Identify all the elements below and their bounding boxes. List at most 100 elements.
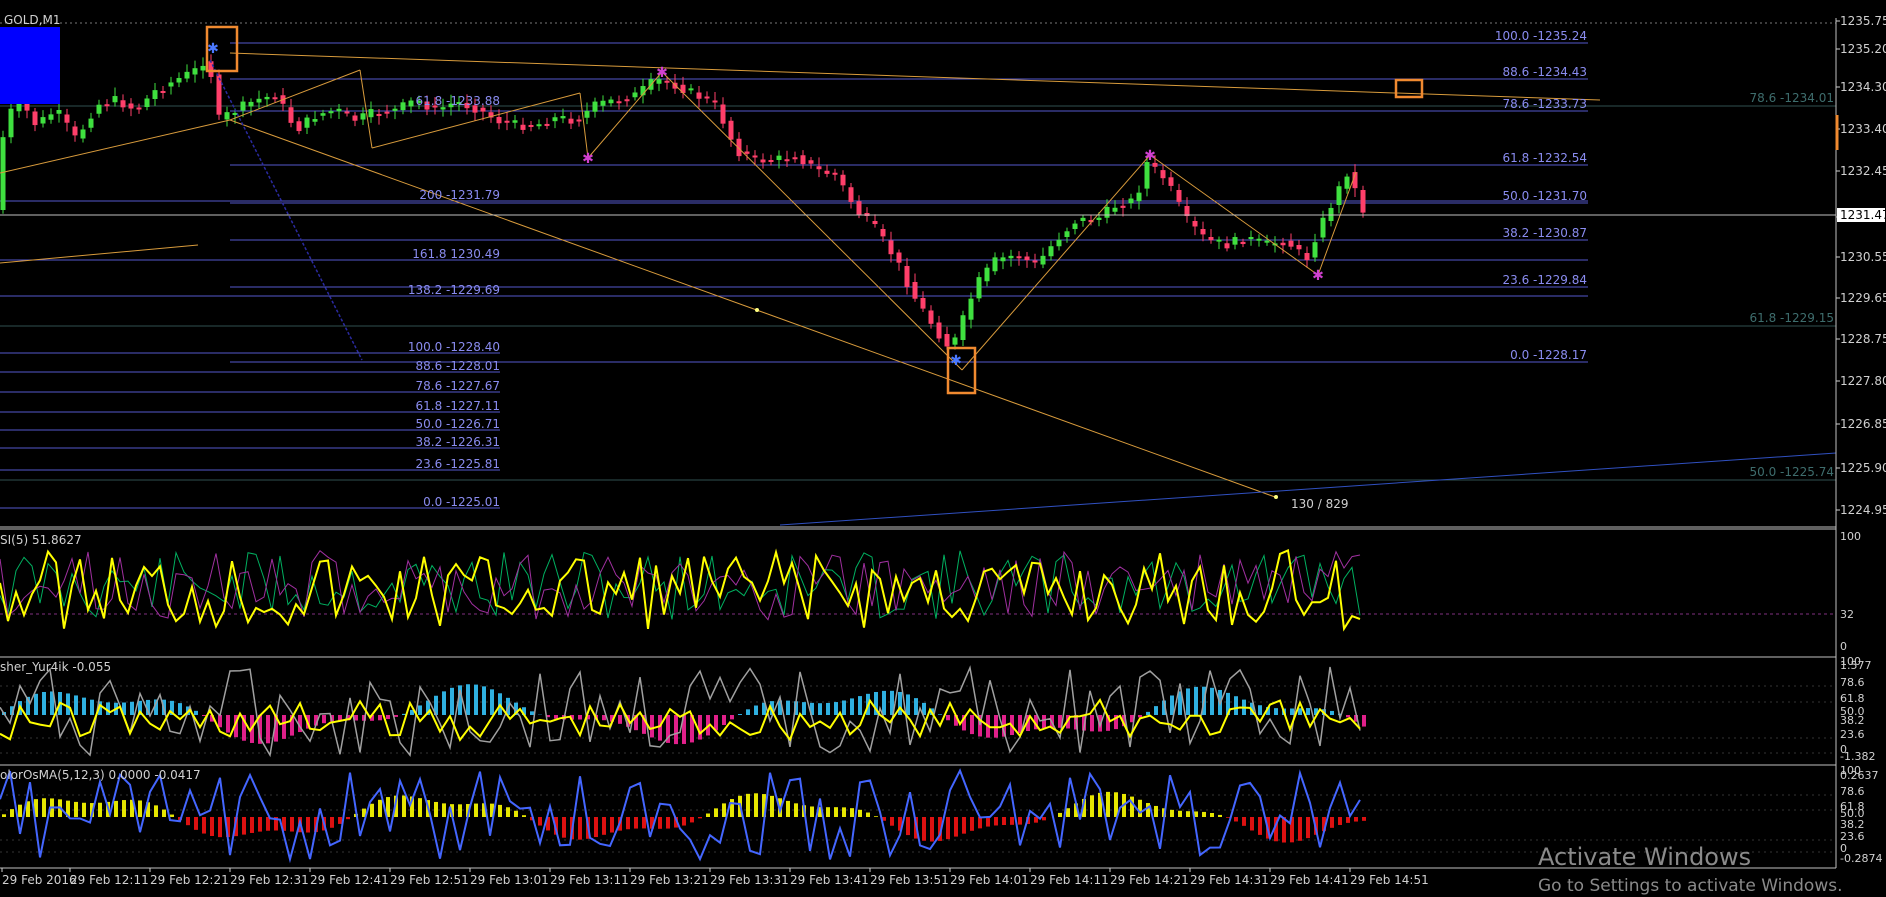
time-label: 29 Feb 13:41 [790,873,869,887]
candle-body [1113,208,1118,212]
osma-histogram-bar [514,811,518,817]
osma-histogram-bar [1258,817,1262,835]
candle-body [201,66,206,71]
osma-histogram-bar [98,803,102,817]
fisher-histogram-bar [970,715,974,734]
candle-body [569,119,574,124]
rsi-level-label: 0 [1840,640,1847,653]
current-price-label: 1231.47 [1840,208,1886,222]
osma-histogram-bar [666,817,670,829]
rsi-level-label: 100 [1840,530,1861,543]
candle-body [313,119,318,122]
candle-body [265,97,270,99]
candle-body [841,175,846,186]
fisher-histogram-bar [466,684,470,715]
fisher-level-label: 78.6 [1840,676,1865,689]
candle-body [1225,243,1230,248]
candle-body [897,253,902,263]
price-label: 1232.45 [1840,164,1886,178]
candle-body [721,105,726,124]
fisher-histogram-bar [826,703,830,715]
osma-histogram-bar [186,817,190,825]
fib-right-label: 61.8 -1232.54 [1503,151,1588,165]
fib-mid-label: 61.8 -1227.11 [416,399,501,413]
fisher-histogram-bar [1186,688,1190,715]
fisher-histogram-bar [378,715,382,720]
candle-body [857,201,862,214]
fisher-histogram-bar [818,703,822,715]
candle-body [329,111,334,113]
fisher-histogram-bar [1234,696,1238,715]
candle-body [185,72,190,79]
fisher-histogram-bar [386,715,390,719]
fisher-histogram-bar [722,715,726,725]
osma-histogram-bar [1058,813,1062,817]
fisher-histogram-bar [1362,715,1366,727]
candle-body [585,111,590,118]
candle-body [961,315,966,340]
osma-histogram-bar [794,803,798,817]
osma-histogram-bar [402,796,406,817]
fisher-histogram-bar [754,706,758,715]
candle-body [361,113,366,119]
osma-histogram-bar [330,817,334,828]
candle-body [401,102,406,110]
osma-histogram-bar [458,804,462,817]
osma-histogram-bar [1330,817,1334,828]
osma-histogram-bar [682,817,686,826]
time-label: 29 Feb 13:51 [870,873,949,887]
star-marker: ✱ [950,353,962,369]
blue-block-marker[interactable] [0,27,60,104]
fisher-histogram-bar [1210,688,1214,715]
osma-histogram-bar [962,817,966,834]
osma-histogram-bar [1354,817,1358,822]
candle-body [873,221,878,224]
osma-histogram-bar [866,813,870,817]
candle-body [345,112,350,114]
fisher-histogram-bar [282,715,286,739]
candle-body [929,311,934,324]
osma-histogram-bar [418,798,422,817]
price-label: 1234.30 [1840,80,1886,94]
fisher-histogram-bar [322,715,326,723]
candle-body [1033,261,1038,263]
osma-histogram-bar [1178,811,1182,817]
time-label: 29 Feb 14:11 [1030,873,1109,887]
price-label: 1224.95 [1840,503,1886,517]
fib-right-label: 78.6 -1233.73 [1503,97,1588,111]
osma-histogram-bar [442,803,446,817]
osma-histogram-bar [378,800,382,817]
candle-body [809,160,814,163]
fisher-histogram-bar [882,691,886,715]
osma-histogram-bar [850,808,854,817]
candle-body [977,277,982,298]
candle-body [1257,239,1262,241]
price-label: 1233.40 [1840,122,1886,136]
candle-body [561,116,566,118]
osma-histogram-bar [722,803,726,817]
candle-body [1321,218,1326,238]
osma-histogram-bar [74,802,78,817]
fisher-histogram-bar [1194,687,1198,715]
candle-body [153,90,158,99]
fib-mid-label: 0.0 -1225.01 [423,495,500,509]
candle-body [825,171,830,174]
candle-body [1105,207,1110,218]
candle-body [1137,193,1142,202]
candle-body [1169,177,1174,186]
fisher-histogram-bar [226,715,230,733]
osma-histogram-bar [170,815,174,817]
fisher-histogram-bar [858,696,862,715]
star-marker: ✱ [1312,268,1324,284]
osma-histogram-bar [1234,817,1238,821]
osma-histogram-bar [1346,817,1350,823]
pattern-point-marker [755,308,759,312]
osma-histogram-bar [1146,803,1150,817]
candle-body [529,125,534,127]
candle-body [481,108,486,112]
candle-body [337,109,342,111]
candle-body [1,137,6,210]
time-label: 29 Feb 13:01 [470,873,549,887]
